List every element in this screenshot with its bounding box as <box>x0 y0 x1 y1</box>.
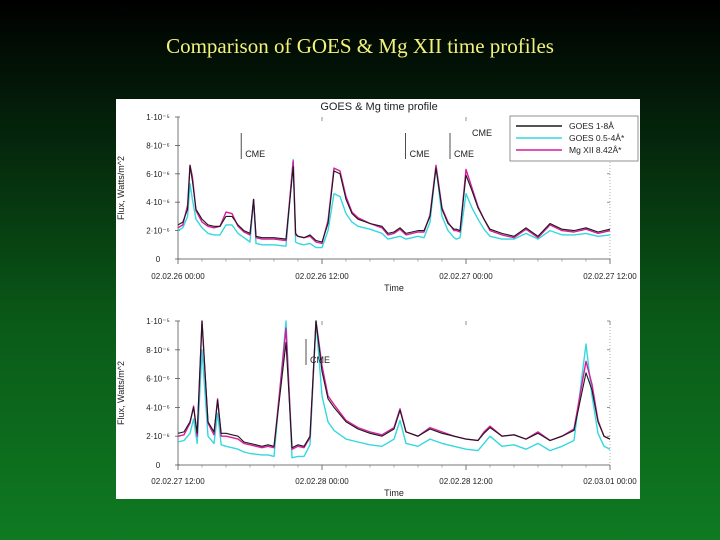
chart-svg: GOES & Mg time profile 0 2·10⁻⁶ 4·10⁻⁶ 6·10⁻… <box>116 101 639 498</box>
x-axis-label: Time <box>384 488 404 498</box>
chart-legend: GOES 1-8Å GOES 0.5-4Å* Mg XII 8.42Å* <box>509 115 639 162</box>
legend-label: GOES 1-8Å <box>569 121 614 131</box>
y-tick-label: 2·10⁻⁶ <box>146 432 170 441</box>
legend-label: Mg XII 8.42Å* <box>569 145 622 155</box>
series-line-goes-1-8 <box>178 320 610 449</box>
cme-annotation: CME <box>472 128 492 138</box>
x-tick-label: 02.02.28 12:00 <box>439 477 493 486</box>
y-axis-label: Flux, Watts/m^2 <box>116 156 126 220</box>
y-tick-label: 6·10⁻⁶ <box>146 375 170 384</box>
cme-annotation: CME <box>310 355 330 365</box>
x-tick-label: 02.02.27 12:00 <box>151 477 205 486</box>
y-tick-label: 4·10⁻⁶ <box>146 403 170 412</box>
figure-title: GOES & Mg time profile <box>320 101 437 113</box>
y-tick-label: 1·10⁻⁵ <box>146 317 170 326</box>
x-tick-label: 02.02.27 00:00 <box>439 272 493 281</box>
y-tick-label: 0 <box>156 255 161 264</box>
chart-panel-top: 0 2·10⁻⁶ 4·10⁻⁶ 6·10⁻⁶ 8·10⁻⁶ 1·10⁻⁵ 02.02.26 … <box>116 113 637 293</box>
slide-title: Comparison of GOES & Mg XII time profile… <box>166 34 554 58</box>
y-axis-label: Flux, Watts/m^2 <box>116 361 126 425</box>
x-tick-label: 02.02.26 12:00 <box>295 272 349 281</box>
y-tick-label: 4·10⁻⁶ <box>146 198 170 207</box>
series-line-goes-0-5-4 <box>178 320 610 459</box>
x-tick-label: 02.02.28 00:00 <box>295 477 349 486</box>
cme-annotation: CME <box>454 149 474 159</box>
legend-label: GOES 0.5-4Å* <box>569 133 625 143</box>
y-tick-label: 8·10⁻⁶ <box>146 346 170 355</box>
y-tick-label: 1·10⁻⁵ <box>146 113 170 122</box>
series-line-goes-1-8 <box>178 164 610 243</box>
series-line-goes-0-5-4 <box>178 158 610 249</box>
y-tick-label: 6·10⁻⁶ <box>146 170 170 179</box>
cme-annotation: CME <box>410 149 430 159</box>
y-tick-label: 2·10⁻⁶ <box>146 227 170 236</box>
y-tick-label: 0 <box>156 461 161 470</box>
cme-annotation: CME <box>245 149 265 159</box>
chart-figure: GOES & Mg time profile 0 2·10⁻⁶ 4·10⁻⁶ 6·10⁻… <box>116 99 640 499</box>
y-tick-label: 8·10⁻⁶ <box>146 141 170 150</box>
x-axis-label: Time <box>384 283 404 293</box>
series-line-mgxii <box>178 160 610 245</box>
x-tick-label: 02.03.01 00:00 <box>583 477 637 486</box>
x-tick-label: 02.02.27 12:00 <box>583 272 637 281</box>
x-tick-label: 02.02.26 00:00 <box>151 272 205 281</box>
series-line-mgxii <box>178 320 610 450</box>
chart-panel-bottom: 0 2·10⁻⁶ 4·10⁻⁶ 6·10⁻⁶ 8·10⁻⁶ 1·10⁻⁵ 02.02.27 … <box>116 317 637 498</box>
